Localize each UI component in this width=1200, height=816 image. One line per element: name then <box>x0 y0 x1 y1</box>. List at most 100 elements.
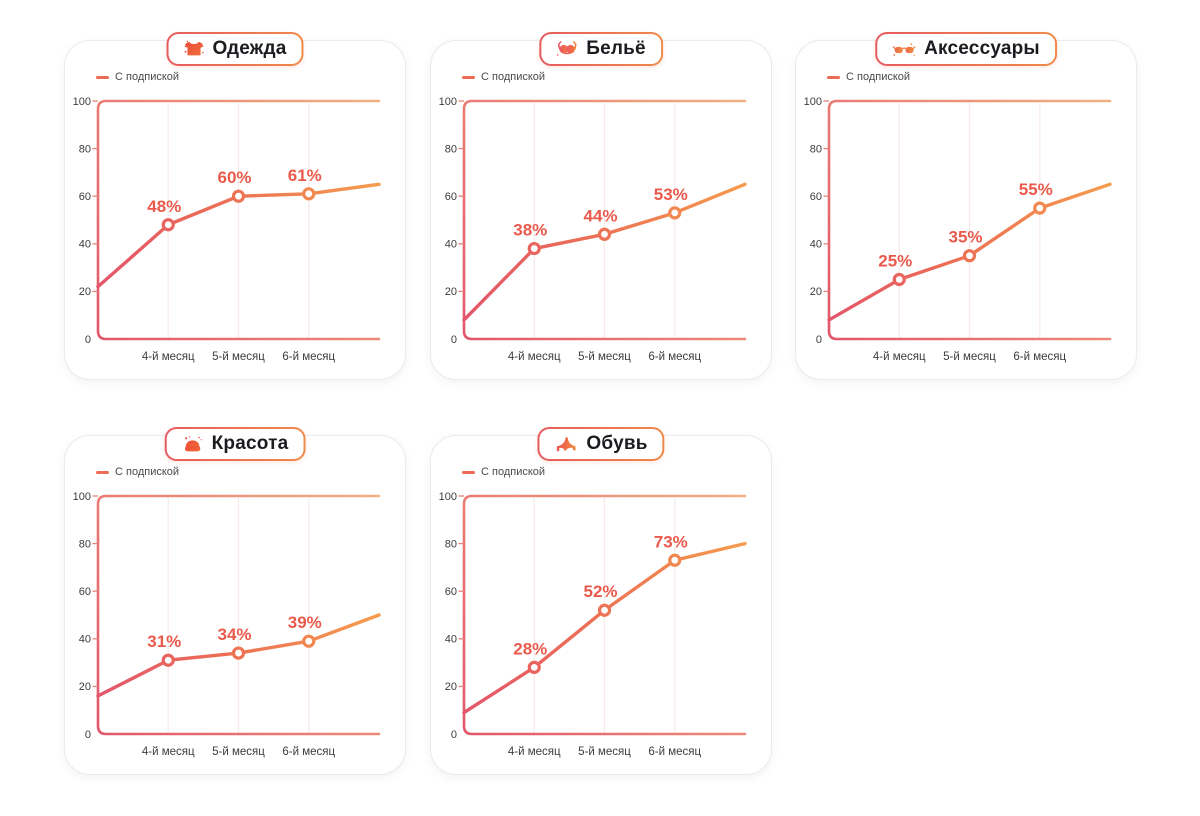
y-axis-tick-label: 40 <box>810 239 822 251</box>
chart-title: Аксессуары <box>924 38 1040 59</box>
chart-card-1: Одежда С подпиской 0 20 40 60 80 100 48% 60% 61%… <box>64 38 406 380</box>
y-axis-tick-label: 0 <box>85 334 91 346</box>
sunglasses-icon <box>892 42 916 56</box>
line-chart: 0 20 40 60 80 100 48% 60% 61% 4-й месяц 5-й месяц 6… <box>73 96 381 363</box>
x-axis-label: 5-й месяц <box>212 746 265 758</box>
legend-line-swatch <box>462 470 475 474</box>
x-axis-label: 6-й месяц <box>282 351 335 363</box>
data-point-marker <box>597 603 612 617</box>
y-axis-tick-label: 20 <box>79 286 91 298</box>
x-axis-label: 4-й месяц <box>142 351 195 363</box>
x-axis-label: 6-й месяц <box>648 746 701 758</box>
bra-icon <box>556 40 577 56</box>
point-value-label: 52% <box>583 582 617 601</box>
y-axis-tick-label: 100 <box>73 491 91 503</box>
category-icon-slot <box>182 435 204 454</box>
y-axis-tick-label: 0 <box>816 334 822 346</box>
legend-line-swatch <box>827 75 840 79</box>
x-axis-label: 4-й месяц <box>142 746 195 758</box>
point-value-label: 53% <box>654 185 688 204</box>
data-point-marker <box>161 653 175 667</box>
y-axis-tick-label: 80 <box>79 143 91 155</box>
y-axis-tick-label: 40 <box>79 239 91 251</box>
data-point-marker <box>302 187 316 201</box>
point-value-label: 73% <box>654 532 688 551</box>
clothing-icon <box>184 40 204 55</box>
chart-legend: С подпиской <box>96 466 179 478</box>
y-axis-tick-label: 0 <box>451 729 457 741</box>
point-value-label: 55% <box>1019 180 1053 199</box>
y-axis-tick-label: 80 <box>445 538 457 550</box>
legend-line-swatch <box>462 75 475 79</box>
y-axis-tick-label: 100 <box>73 96 91 108</box>
data-point-marker <box>892 272 906 287</box>
x-axis-label: 5-й месяц <box>578 351 631 363</box>
line-chart: 0 20 40 60 80 100 31% 34% 39% 4-й месяц 5-й месяц 6… <box>73 491 381 758</box>
x-axis-label: 4-й месяц <box>873 351 926 363</box>
point-value-label: 38% <box>513 221 547 240</box>
point-value-label: 44% <box>583 206 617 225</box>
point-value-label: 48% <box>147 197 181 216</box>
data-point-marker <box>1033 201 1047 215</box>
axis-frame <box>96 99 381 341</box>
y-axis-tick-label: 0 <box>451 334 457 346</box>
chart-title-badge: Одежда <box>167 32 304 66</box>
legend-label: С подпиской <box>481 466 546 478</box>
chart-card-2: Бельё С подпиской 0 20 40 60 80 100 38% 44% 53% 4… <box>430 38 772 380</box>
y-axis-tick-label: 60 <box>810 191 822 203</box>
line-chart: 0 20 40 60 80 100 38% 44% 53% 4-й месяц 5-й месяц 6… <box>439 96 747 363</box>
category-icon-slot <box>184 40 205 59</box>
legend-line-swatch <box>96 470 109 474</box>
point-value-label: 61% <box>288 166 322 185</box>
x-axis-label: 4-й месяц <box>508 746 561 758</box>
line-chart: 0 20 40 60 80 100 28% 52% 73% 4-й месяц 5-й месяц 6… <box>439 491 747 758</box>
data-point-marker <box>231 646 246 660</box>
chart-legend: С подпиской <box>96 71 179 83</box>
x-axis-label: 6-й месяц <box>282 746 335 758</box>
y-axis-tick-label: 80 <box>79 538 91 550</box>
chart-title: Красота <box>211 433 289 454</box>
data-point-marker <box>527 660 541 674</box>
legend-label: С подпиской <box>115 71 180 83</box>
point-value-label: 25% <box>878 252 912 271</box>
x-axis-label: 5-й месяц <box>212 351 265 363</box>
y-axis-tick-label: 60 <box>445 586 457 598</box>
chart-card-4: Красота С подпиской 0 20 40 60 80 100 31% 34% 39… <box>64 433 406 775</box>
point-value-label: 31% <box>147 632 181 651</box>
axis-frame <box>462 494 747 736</box>
x-axis-label: 6-й месяц <box>1013 351 1066 363</box>
y-axis-tick-label: 100 <box>804 96 822 108</box>
y-axis-tick-label: 0 <box>85 729 91 741</box>
data-point-marker <box>597 227 612 241</box>
legend-label: С подпиской <box>115 466 180 478</box>
chart-title-badge: Бельё <box>539 32 663 66</box>
axis-frame <box>827 99 1112 341</box>
chart-title: Одежда <box>212 38 287 59</box>
axis-frame <box>462 99 747 341</box>
x-axis-label: 5-й месяц <box>943 351 996 363</box>
x-axis-label: 4-й месяц <box>508 351 561 363</box>
y-axis-tick-label: 60 <box>79 191 91 203</box>
chart-card-3: Аксессуары С подпиской 0 20 40 60 80 100 25% 35… <box>795 38 1137 380</box>
axis-frame <box>96 494 381 736</box>
legend-line-swatch <box>96 75 109 79</box>
legend-label: С подпиской <box>846 71 911 83</box>
chart-card-5: Обувь С подпиской 0 20 40 60 80 100 28% 52% 73% 4… <box>430 433 772 775</box>
point-value-label: 34% <box>217 625 251 644</box>
chart-legend: С подпиской <box>462 466 545 478</box>
chart-title-badge: Обувь <box>537 427 664 461</box>
y-axis-tick-label: 20 <box>445 286 457 298</box>
chart-legend: С подпиской <box>462 71 545 83</box>
chart-title: Обувь <box>586 433 648 454</box>
y-axis-tick-label: 60 <box>445 191 457 203</box>
y-axis-tick-label: 40 <box>79 634 91 646</box>
chart-title: Бельё <box>586 38 646 59</box>
point-value-label: 35% <box>948 228 982 247</box>
point-value-label: 60% <box>217 168 251 187</box>
chart-title-badge: Аксессуары <box>875 32 1057 66</box>
data-point-marker <box>962 249 977 263</box>
category-icon-slot <box>554 435 578 454</box>
y-axis-tick-label: 60 <box>79 586 91 598</box>
y-axis-tick-label: 80 <box>445 143 457 155</box>
